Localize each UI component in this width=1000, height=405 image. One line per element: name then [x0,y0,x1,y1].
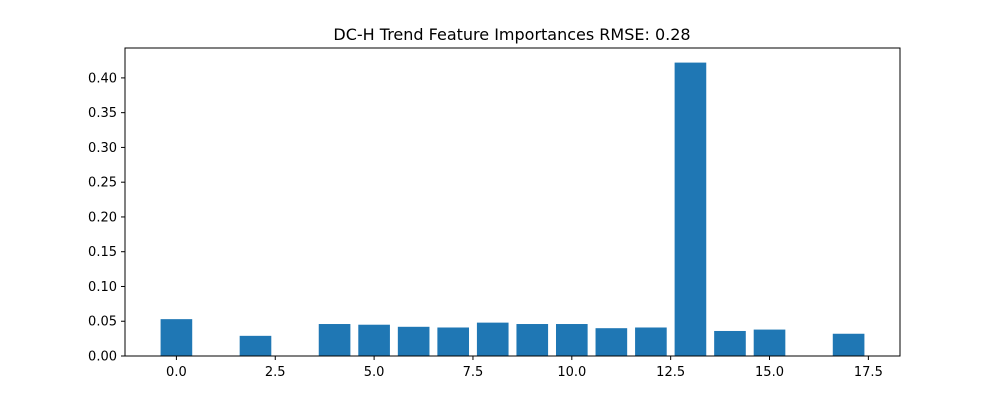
bar-2 [239,335,272,356]
y-tick-label: 0.40 [88,71,117,86]
y-axis-ticks: 0.00 0.05 0.10 0.15 0.20 0.25 0.30 0.35 0.40 [88,71,125,365]
y-tick-label: 0.05 [88,315,117,330]
x-tick-label: 17.5 [854,365,883,380]
bar-4 [318,324,351,356]
x-tick-label: 7.5 [463,365,484,380]
y-tick-label: 0.30 [88,141,117,156]
bar-9 [516,324,549,356]
y-tick-label: 0.35 [88,106,117,121]
y-tick-label: 0.00 [88,350,117,365]
bar-12 [635,327,667,356]
x-tick-label: 0.0 [166,365,187,380]
chart-title: DC-H Trend Feature Importances RMSE: 0.2… [333,25,690,44]
bar-15 [753,329,786,356]
bar-14 [714,330,746,356]
bar-11 [595,328,628,356]
bars-group [160,62,865,356]
y-tick-label: 0.10 [88,280,117,295]
bar-0 [160,319,193,356]
x-tick-label: 2.5 [265,365,286,380]
y-tick-label: 0.25 [88,176,117,191]
bar-10 [555,324,588,356]
bar-7 [437,327,470,356]
x-tick-label: 15.0 [755,365,784,380]
bar-17 [832,333,865,356]
x-axis-ticks: 0.0 2.5 5.0 7.5 10.0 12.5 15.0 17.5 [166,356,883,380]
plot-frame [124,47,901,357]
bar-13 [674,62,707,356]
y-tick-label: 0.15 [88,245,117,260]
bar-6 [397,326,430,356]
bar-8 [476,322,509,356]
y-tick-label: 0.20 [88,210,117,225]
bar-5 [358,324,390,356]
x-tick-label: 10.0 [557,365,586,380]
x-tick-label: 5.0 [364,365,385,380]
x-tick-label: 12.5 [656,365,685,380]
